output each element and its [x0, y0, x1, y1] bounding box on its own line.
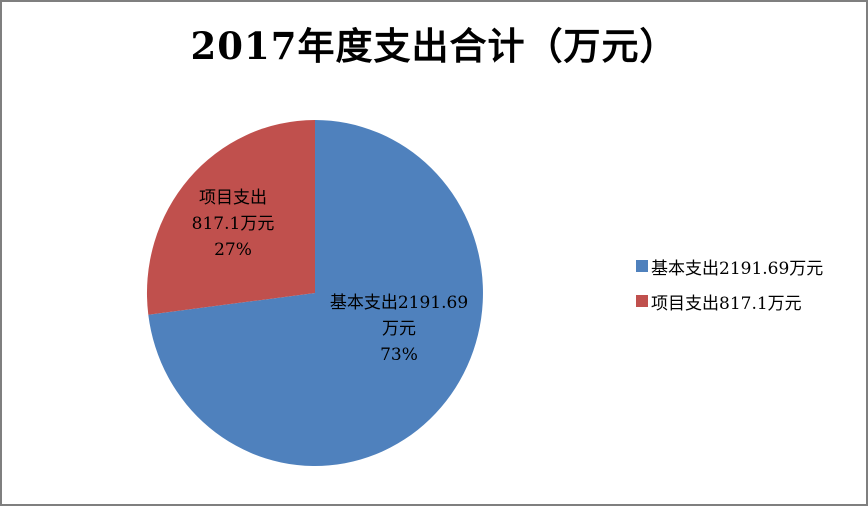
legend-marker-basic-icon — [636, 260, 648, 272]
chart-title: 2017年度支出合计（万元） — [190, 24, 678, 68]
legend-swatch-project — [636, 295, 648, 307]
slice-label-basic: 基本支出2191.69 万元 73% — [309, 290, 489, 368]
slice-label-basic-line2: 万元 — [382, 319, 416, 339]
legend-item-basic: 基本支出2191.69万元 — [636, 254, 824, 279]
pie-slice-project-expenditure — [146, 119, 315, 315]
slice-label-project-line2: 817.1万元 — [191, 214, 275, 234]
slice-label-basic-line1: 基本支出2191.69 — [329, 293, 469, 313]
legend-label-project: 项目支出817.1万元 — [651, 293, 802, 314]
slice-label-project: 项目支出 817.1万元 27% — [163, 185, 303, 263]
slice-label-project-line3: 27% — [214, 240, 252, 260]
legend-item-project: 项目支出817.1万元 — [636, 289, 823, 314]
slice-label-project-line1: 项目支出 — [199, 188, 267, 208]
legend-label-basic: 基本支出2191.69万元 — [651, 258, 824, 279]
legend-swatch-basic — [636, 260, 648, 272]
legend-marker-project-icon — [636, 295, 648, 307]
legend: 基本支出2191.69万元 项目支出817.1万元 — [636, 254, 823, 324]
pie-slice-basic-expenditure — [148, 120, 483, 466]
slice-label-basic-line3: 73% — [380, 345, 418, 365]
